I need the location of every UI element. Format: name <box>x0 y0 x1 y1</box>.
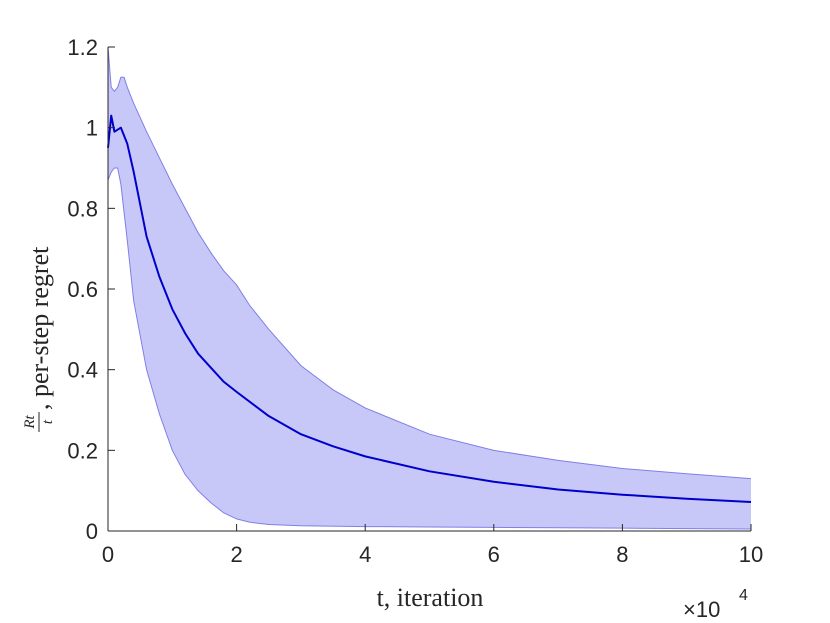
band-upper-edge <box>107 46 752 480</box>
y-label-denominator: t <box>40 419 56 424</box>
y-tick-label: 0 <box>86 519 98 544</box>
mean-line <box>107 114 752 503</box>
tick-labels: 0 2 4 6 8 10 0 0.2 0.4 0.6 0.8 1 1.2 <box>67 35 763 567</box>
x-tick-label: 4 <box>359 542 371 567</box>
y-label-text: , per-step regret <box>25 246 54 410</box>
y-label-numerator: Rt <box>22 415 38 430</box>
x-tick-label: 8 <box>616 542 628 567</box>
y-tick-label: 0.2 <box>67 438 98 463</box>
y-tick-label: 0.6 <box>67 277 98 302</box>
band-fill <box>108 47 751 529</box>
x-axis-multiplier: ×10 4 <box>683 587 748 622</box>
x-tick-label: 10 <box>739 542 763 567</box>
x-tick-label: 0 <box>102 542 114 567</box>
y-tick-label: 0.8 <box>67 196 98 221</box>
x-tick-label: 2 <box>230 542 242 567</box>
y-tick-label: 1.2 <box>67 35 98 60</box>
confidence-band <box>107 46 752 530</box>
x-axis-label: t, iteration <box>377 583 484 612</box>
x-tick-label: 6 <box>488 542 500 567</box>
y-axis-label: Rt t , per-step regret <box>22 246 56 432</box>
mean-regret-line <box>107 114 752 503</box>
y-tick-label: 0.4 <box>67 358 98 383</box>
axes <box>107 46 752 532</box>
x-multiplier-base: ×10 <box>683 597 720 622</box>
y-tick-label: 1 <box>86 116 98 141</box>
x-multiplier-power: 4 <box>739 587 748 604</box>
